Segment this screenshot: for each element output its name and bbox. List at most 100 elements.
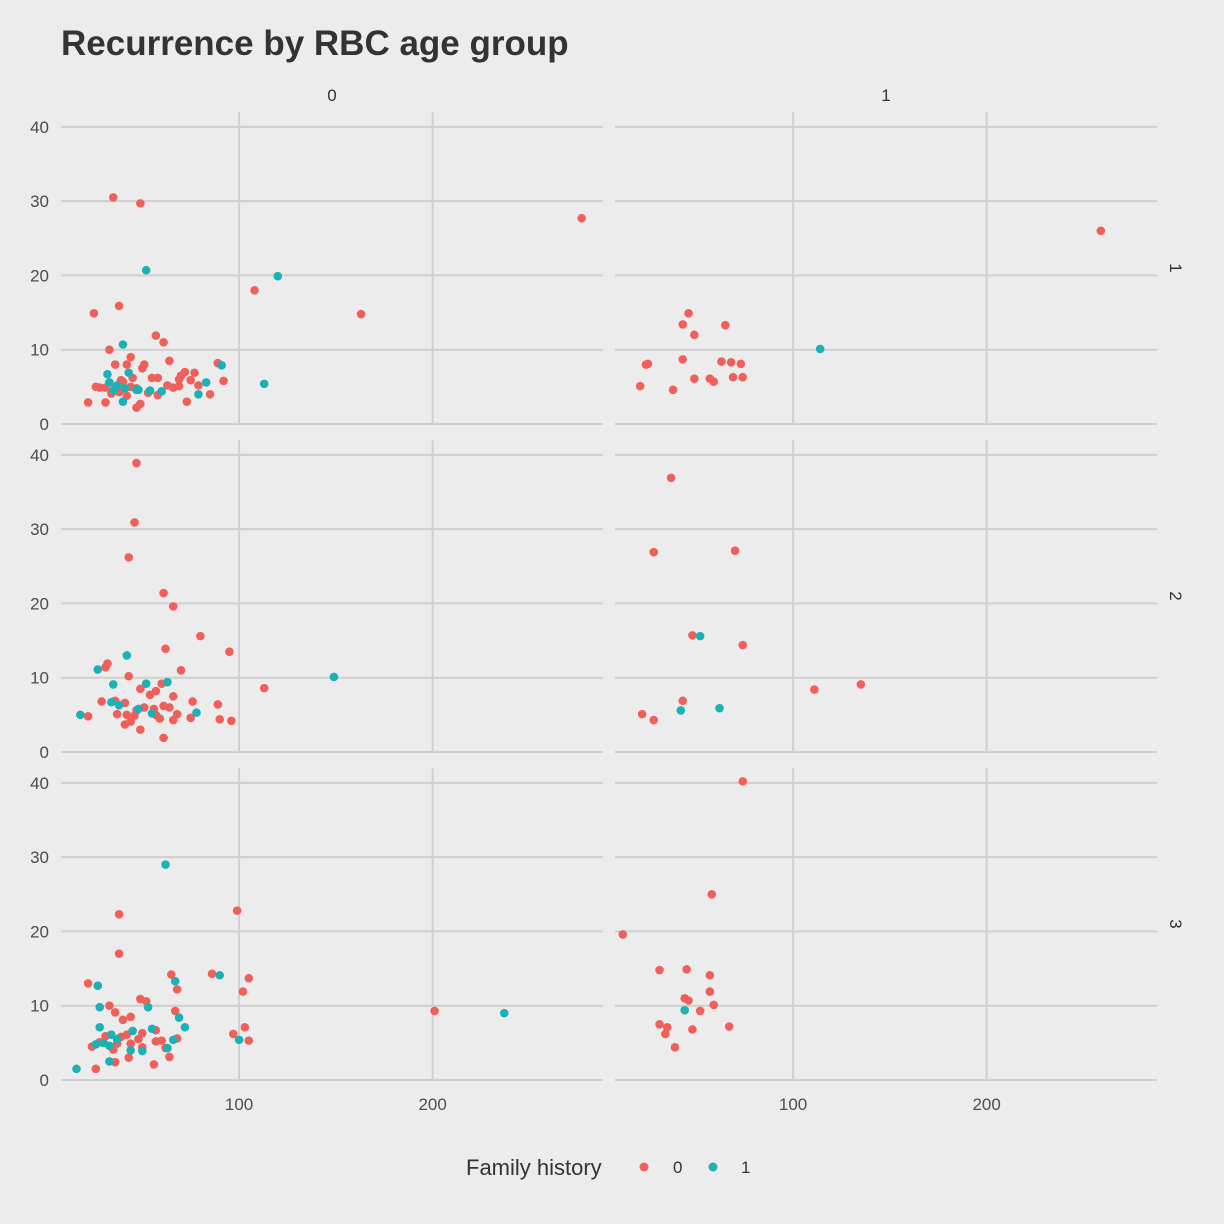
data-point [695,631,705,641]
x-tick-label: 200 [418,1095,446,1114]
data-point [112,709,122,719]
data-point [810,685,819,694]
data-point [167,970,176,979]
data-point [238,987,248,996]
data-point [118,397,128,407]
data-point [190,368,199,378]
y-tick-label: 30 [30,520,49,539]
data-point [194,381,203,390]
data-point [168,1035,178,1045]
data-point [91,1040,101,1049]
data-point [126,352,135,362]
data-point [724,1022,734,1031]
data-point [499,1008,509,1018]
data-point [161,860,170,869]
data-point [132,403,141,412]
data-point [273,271,283,281]
data-point [1096,226,1106,236]
panel-grid-r1-c0 [61,112,603,425]
data-point [680,1005,689,1015]
data-point [114,949,124,959]
data-point [684,996,693,1005]
data-point [165,1052,174,1062]
data-point [126,717,135,726]
data-point [120,384,130,393]
data-point [678,355,688,364]
data-point [112,1034,122,1044]
data-point [227,716,236,726]
data-point [244,973,254,983]
data-point [165,703,174,712]
data-point [136,199,145,208]
data-point [655,1019,664,1029]
data-point [726,358,736,367]
data-point [217,361,226,370]
data-point [126,1039,135,1048]
data-point [174,375,184,384]
y-tick-label: 10 [30,669,49,688]
data-point [105,1001,114,1011]
data-point [176,665,186,675]
data-point [856,680,866,689]
data-point [91,1064,101,1074]
data-point [192,708,201,717]
data-point [707,889,717,899]
y-tick-label: 10 [30,997,49,1016]
data-point [147,709,157,718]
legend-label-1: 1 [741,1158,750,1177]
data-point [134,1034,143,1044]
data-point [157,387,166,396]
panel-grid-r1-c1 [615,112,1157,425]
data-point [661,1029,670,1039]
data-point [122,651,132,660]
data-point [110,360,120,369]
data-point [153,373,163,383]
data-point [215,715,225,724]
data-point [126,1012,135,1022]
data-point [678,320,688,329]
data-point [93,981,103,990]
data-point [76,710,85,720]
data-point [690,374,699,383]
data-point [141,679,151,688]
data-point [228,1029,238,1039]
data-point [105,378,114,387]
data-point [122,360,132,369]
data-point [259,683,269,693]
data-point [215,970,225,980]
data-point [676,706,686,715]
data-point [738,777,748,786]
x-tick-label: 100 [779,1095,807,1114]
data-point [145,690,155,700]
data-point [134,704,143,714]
data-point [124,368,134,378]
data-point [143,1002,153,1012]
data-point [138,1046,147,1056]
data-point [118,1015,128,1025]
data-point [649,715,659,725]
row-strip-label: 2 [1166,591,1185,600]
data-point [736,359,746,369]
y-tick-label: 0 [40,743,49,762]
data-point [163,677,172,687]
data-point [240,1022,250,1032]
y-tick-label: 40 [30,446,49,465]
data-point [108,193,118,202]
row-strip-label: 1 [1166,263,1185,272]
data-point [101,398,110,407]
panel-grid-r3-c1 [615,768,1157,1081]
data-point [688,1025,697,1034]
data-point [83,979,93,988]
data-point [114,910,124,919]
data-point [161,644,170,654]
data-point [182,397,192,407]
data-point [168,691,178,701]
data-point [103,369,112,379]
data-point [97,697,106,706]
y-tick-label: 30 [30,848,49,867]
data-point [110,1008,120,1017]
data-point [170,976,180,986]
data-point [83,398,93,407]
data-point [107,1030,116,1039]
data-point [165,356,174,366]
